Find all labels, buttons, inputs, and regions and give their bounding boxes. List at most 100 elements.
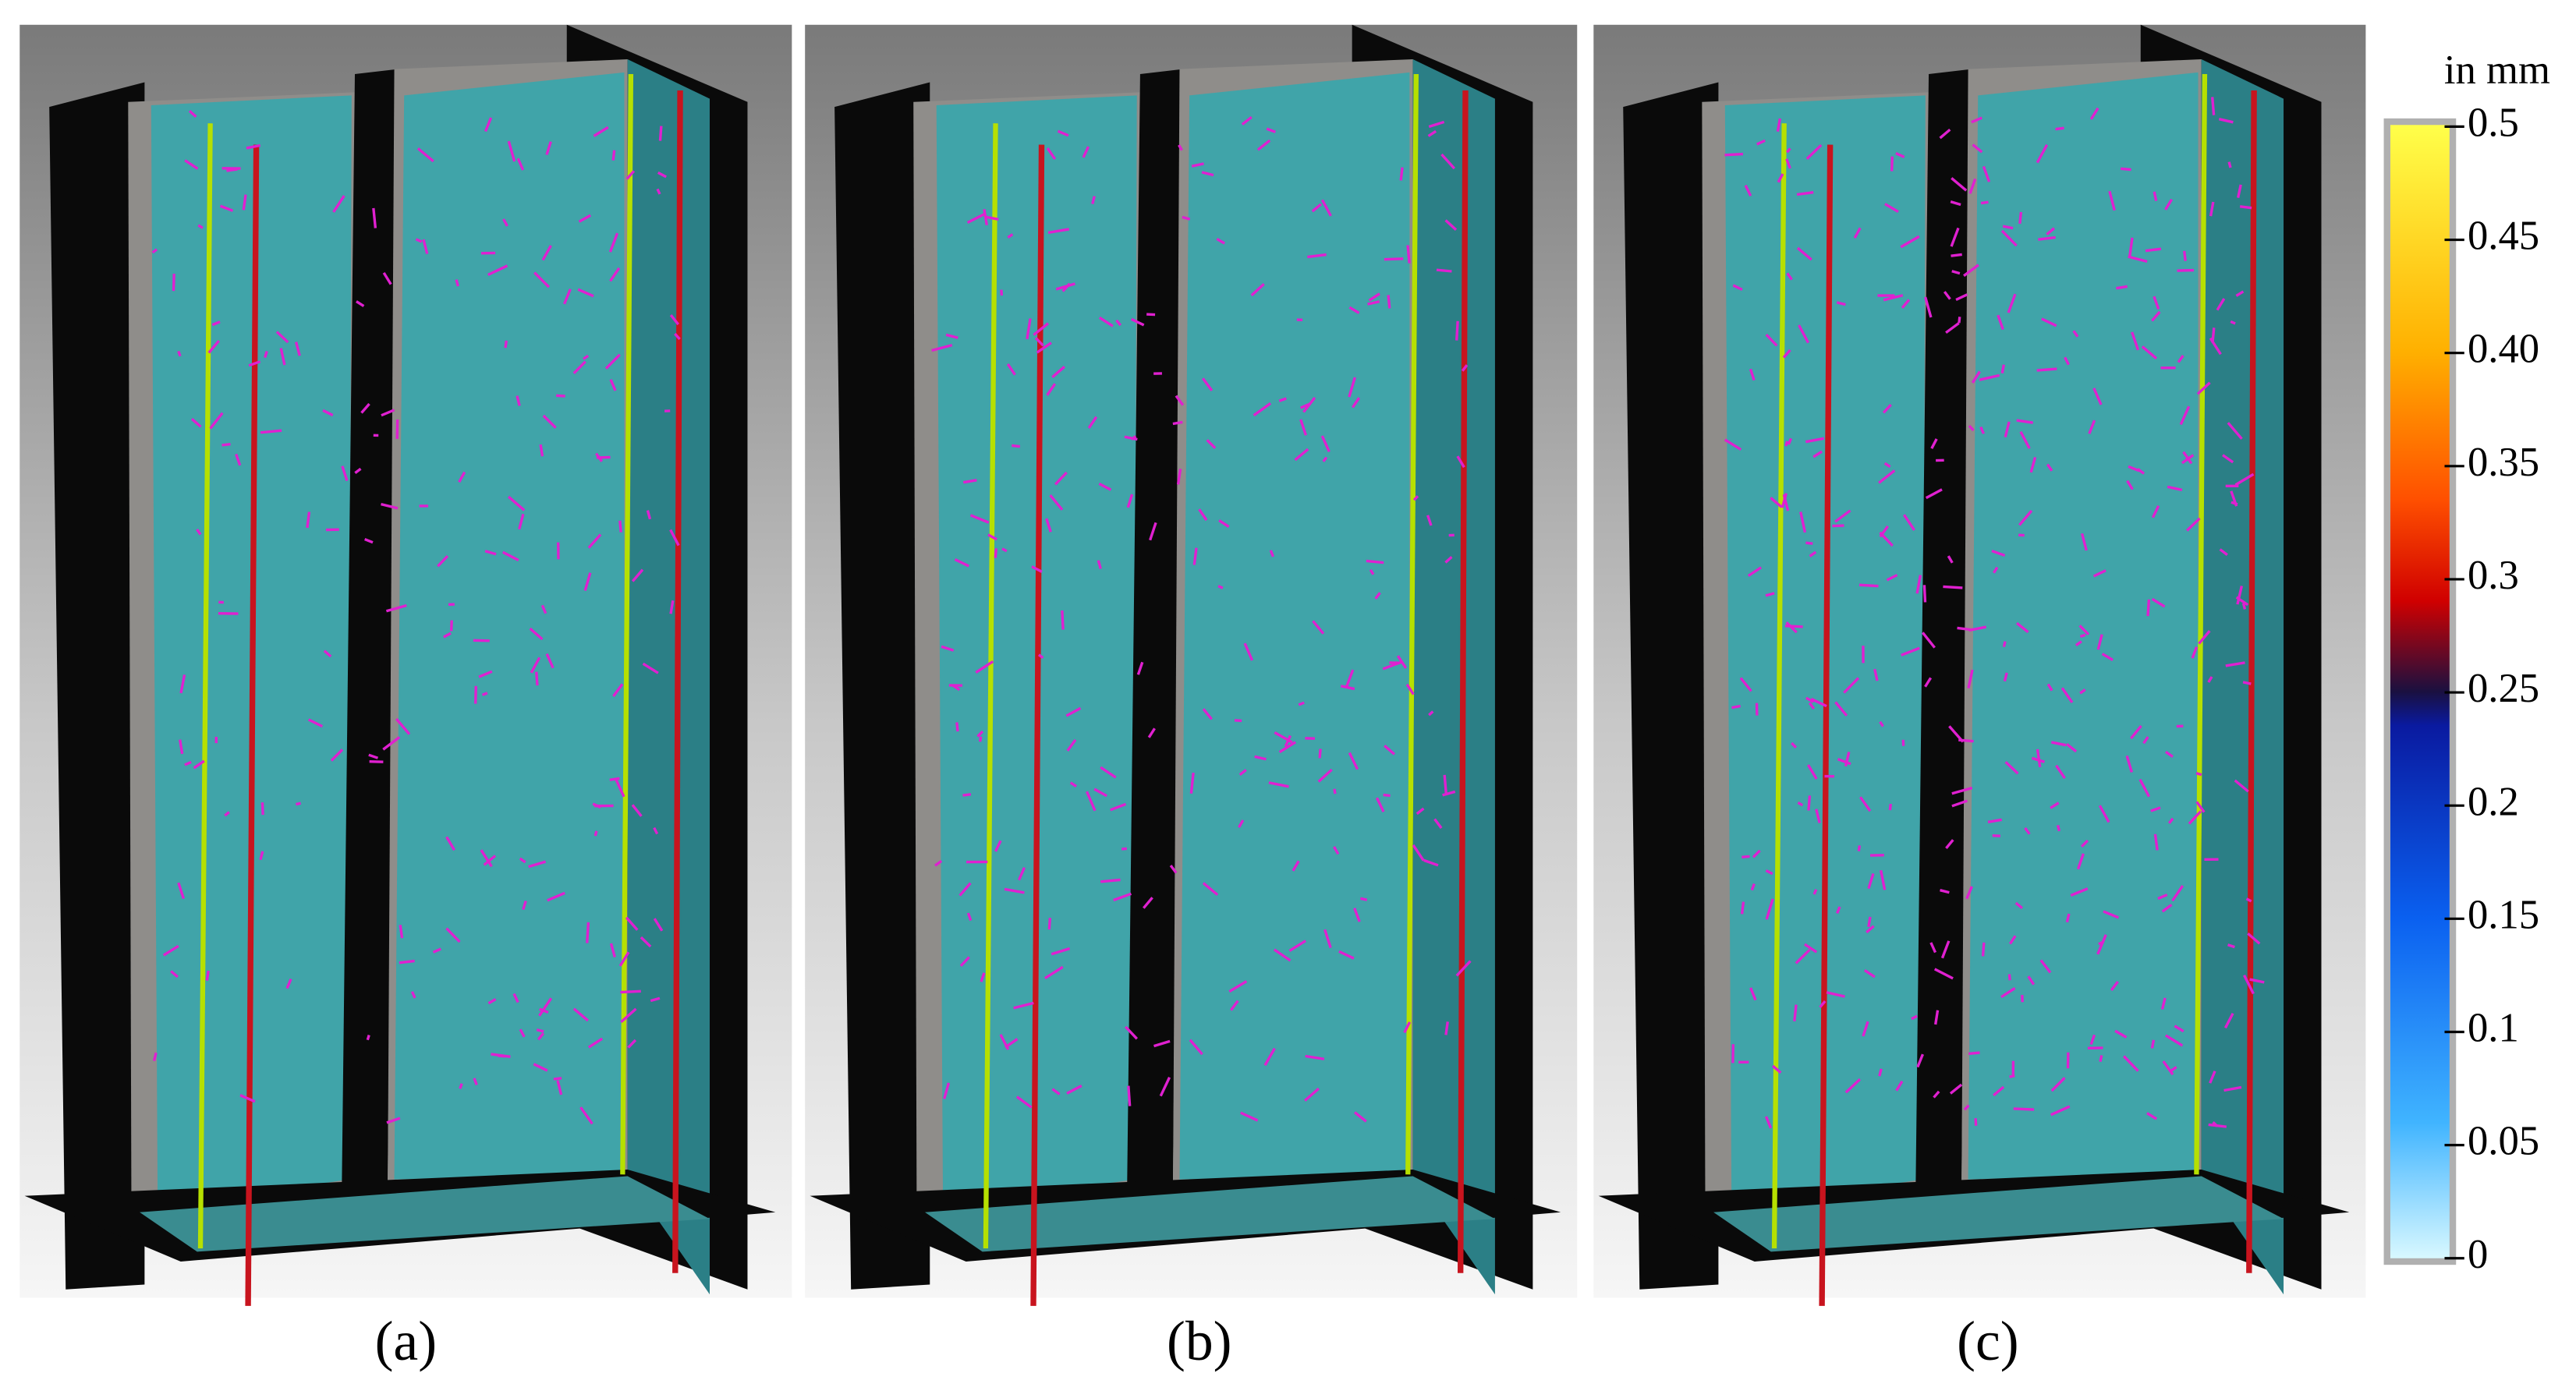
displacement-vector [1142,897,1153,909]
displacement-vector [1940,889,1950,894]
displacement-vector [539,444,544,457]
displacement-vector [177,882,186,900]
displacement-vector [1061,610,1065,630]
displacement-vector [2179,405,2191,426]
displacement-vector [653,918,664,932]
displacement-vector [1399,167,1404,181]
colorbar-tick-label: 0.40 [2468,327,2539,372]
displacement-vector [1776,118,1782,132]
displacement-vector [657,171,667,179]
displacement-vector [473,639,490,642]
displacement-vector [537,1032,545,1041]
displacement-vector [1878,1068,1883,1077]
displacement-vector [1853,227,1862,239]
displacement-vector [1206,439,1217,449]
displacement-vector [1911,1014,1918,1021]
displacement-vector [1883,294,1904,302]
displacement-vector [1863,968,1876,979]
displacement-vector [2016,621,2029,634]
displacement-vector [1037,653,1044,660]
displacement-vector [1924,296,1933,318]
displacement-vector [382,736,401,751]
displacement-vector [1149,522,1157,541]
displacement-vector [1951,799,1968,808]
displacement-vector [545,141,552,156]
displacement-vector [2055,764,2066,779]
displacement-vector [1338,950,1355,960]
displacement-vector [2098,805,2110,823]
displacement-vector [1974,1118,1978,1126]
displacement-vector [1384,257,1404,261]
displacement-vector [2160,997,2167,1010]
displacement-vector [2116,285,2128,290]
displacement-vector [478,670,493,678]
displacement-vector [528,860,547,869]
displacement-vector [1294,448,1309,462]
displacement-vector [1273,948,1292,962]
left-plane [1623,82,1719,1290]
yellow-line [1405,73,1419,1175]
displacement-vector [1890,156,1894,172]
displacement-vector [368,753,379,759]
displacement-vector [2003,672,2008,682]
displacement-vector [491,1053,511,1058]
displacement-vector [1015,1095,1033,1109]
displacement-vector [177,350,182,357]
displacement-vector [533,271,551,288]
displacement-vector [2036,367,2057,372]
displacement-vector [1051,947,1071,956]
displacement-vector [1834,509,1851,523]
displacement-vector [184,760,192,766]
displacement-vector [2036,143,2049,164]
displacement-vector [386,1117,401,1124]
displacement-vector [1230,1000,1239,1011]
displacement-vector [188,109,197,118]
displacement-vector [1013,1001,1034,1010]
displacement-vector [2151,310,2161,322]
colorbar-tick-label: 0.1 [2468,1006,2519,1051]
displacement-vector [2195,801,2206,813]
displacement-vector [1412,844,1425,862]
displacement-vector [1317,768,1333,783]
displacement-vector [646,510,652,520]
displacement-vector [1784,441,1789,447]
bottom-slab [140,1176,710,1252]
displacement-vector [669,313,680,326]
displacement-vector [1091,196,1096,204]
colorbar-tick-label: 0.3 [2468,553,2519,598]
divider-plane [342,69,398,1196]
displacement-vector [1981,942,1986,957]
displacement-vector [323,649,332,658]
displacement-vector [1940,940,1951,959]
displacement-vector [1098,482,1112,491]
displacement-vector [1929,942,1937,954]
displacement-vector [1202,882,1219,896]
displacement-vector [2128,465,2140,472]
displacement-vector [2151,505,2160,518]
displacement-vector [2079,633,2086,638]
displacement-vector [2207,676,2213,683]
displacement-vector [260,802,264,816]
displacement-vector [1836,906,1841,915]
displacement-vector [1036,342,1052,354]
displacement-vector [2110,980,2119,992]
displacement-vector [1444,219,1458,231]
displacement-vector [1950,227,1960,247]
displacement-vector [2046,683,2053,692]
displacement-vector [1921,632,1936,649]
displacement-vector [1793,1004,1798,1021]
displacement-vector [1997,314,2004,331]
displacement-vector [2120,167,2131,172]
displacement-vector [1046,383,1057,396]
yellow-line [983,123,998,1249]
displacement-vector [1903,514,1915,531]
displacement-vector [1895,152,1905,158]
displacement-vector [1843,677,1860,694]
displacement-vector [2209,201,2215,217]
displacement-vector [587,1037,604,1049]
displacement-vector [2019,430,2031,449]
displacement-vector [1770,497,1783,508]
displacement-vector [445,836,456,851]
displacement-vector [1406,245,1411,264]
colorbar-tick-label: 0.15 [2468,892,2539,937]
